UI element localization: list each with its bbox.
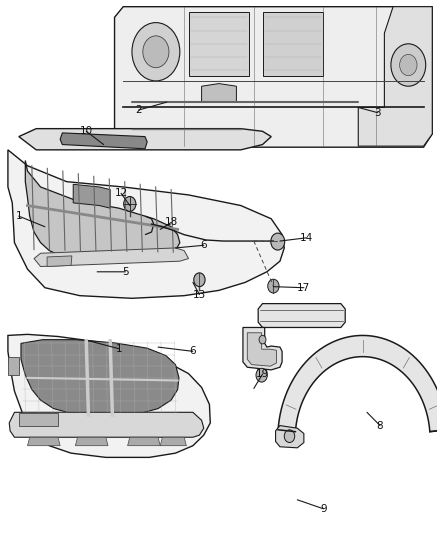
Text: 12: 12 bbox=[114, 188, 128, 198]
Text: 1: 1 bbox=[15, 211, 22, 221]
Text: 17: 17 bbox=[297, 282, 311, 293]
Polygon shape bbox=[25, 160, 180, 261]
Circle shape bbox=[143, 36, 169, 68]
Polygon shape bbox=[8, 357, 19, 375]
Text: 19: 19 bbox=[256, 369, 269, 379]
Polygon shape bbox=[8, 334, 210, 457]
Text: 6: 6 bbox=[201, 240, 207, 251]
Text: 13: 13 bbox=[193, 289, 206, 300]
Polygon shape bbox=[75, 437, 108, 446]
Text: 8: 8 bbox=[377, 421, 383, 431]
Polygon shape bbox=[276, 425, 304, 448]
Text: 9: 9 bbox=[320, 504, 327, 514]
Circle shape bbox=[284, 430, 295, 442]
Circle shape bbox=[259, 335, 266, 344]
Circle shape bbox=[271, 233, 285, 250]
Polygon shape bbox=[258, 304, 345, 327]
Polygon shape bbox=[160, 437, 186, 446]
Polygon shape bbox=[21, 340, 179, 416]
Polygon shape bbox=[262, 12, 323, 76]
Polygon shape bbox=[247, 333, 276, 366]
Polygon shape bbox=[19, 128, 271, 150]
Circle shape bbox=[132, 22, 180, 81]
Text: 10: 10 bbox=[80, 126, 93, 136]
Text: 5: 5 bbox=[122, 267, 129, 277]
Polygon shape bbox=[201, 84, 237, 102]
Polygon shape bbox=[28, 437, 60, 446]
Circle shape bbox=[268, 279, 279, 293]
Text: 2: 2 bbox=[135, 105, 142, 115]
Polygon shape bbox=[127, 437, 160, 446]
Text: 18: 18 bbox=[165, 217, 178, 228]
Circle shape bbox=[124, 197, 136, 212]
Polygon shape bbox=[47, 256, 72, 266]
Polygon shape bbox=[34, 248, 188, 266]
Circle shape bbox=[194, 273, 205, 287]
Polygon shape bbox=[9, 413, 204, 437]
Circle shape bbox=[391, 44, 426, 86]
Text: 1: 1 bbox=[116, 344, 122, 354]
Polygon shape bbox=[243, 327, 282, 370]
Text: 6: 6 bbox=[190, 346, 196, 357]
Polygon shape bbox=[115, 7, 432, 147]
Circle shape bbox=[256, 368, 267, 382]
Text: 3: 3 bbox=[374, 108, 381, 118]
Circle shape bbox=[399, 54, 417, 76]
Polygon shape bbox=[358, 7, 432, 146]
Polygon shape bbox=[73, 184, 110, 208]
Polygon shape bbox=[188, 12, 250, 76]
Polygon shape bbox=[278, 335, 438, 432]
Polygon shape bbox=[8, 150, 284, 298]
Polygon shape bbox=[60, 133, 147, 149]
Polygon shape bbox=[19, 413, 58, 425]
Text: 14: 14 bbox=[300, 233, 313, 243]
